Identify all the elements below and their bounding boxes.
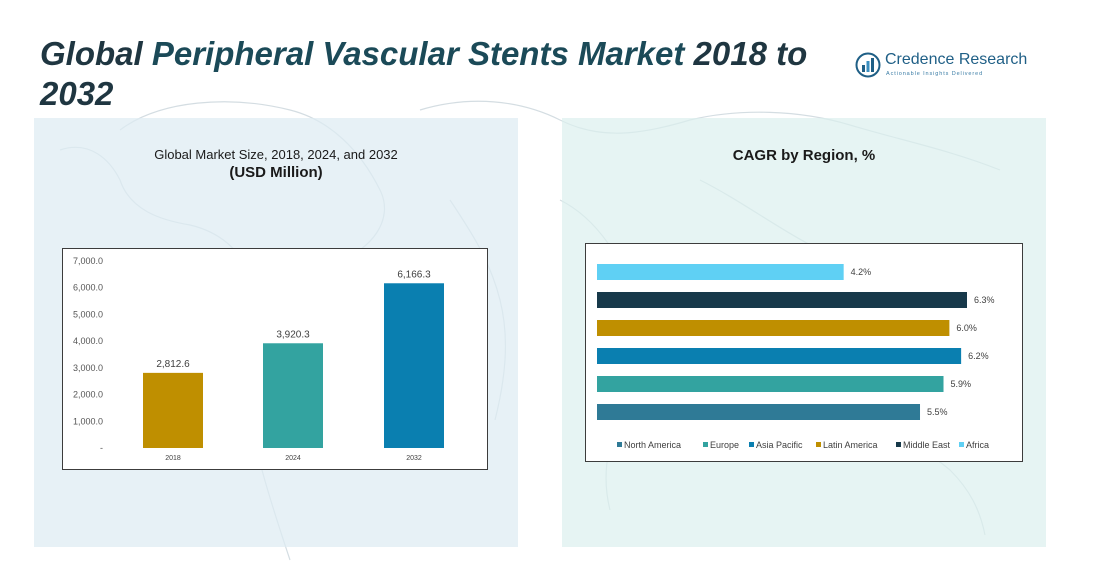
bar-middle-east [597, 292, 967, 308]
bar-europe [597, 376, 944, 392]
bar-value-label: 6.3% [974, 295, 995, 305]
credence-research-logo: Credence Research Actionable Insights De… [855, 50, 1035, 84]
market-size-chart-subtitle: (USD Million) [229, 164, 323, 181]
legend-swatch [703, 442, 708, 447]
legend-swatch [816, 442, 821, 447]
legend-swatch [959, 442, 964, 447]
bar-value-label: 2,812.6 [156, 359, 190, 370]
page-title: Global Peripheral Vascular Stents Market… [40, 34, 860, 114]
legend-swatch [749, 442, 754, 447]
x-tick-label: 2018 [165, 455, 181, 462]
cagr-chart-frame: 4.2% 6.3% 6.0% 6.2% 5.9% 5.5% North America Eur… [585, 243, 1023, 462]
legend-swatch [896, 442, 901, 447]
x-tick-label: 2024 [285, 455, 301, 462]
logo-name: Credence Research [885, 51, 1028, 68]
legend-label: North America [624, 440, 681, 450]
bar-2032 [384, 283, 444, 448]
y-tick-label: 1,000.0 [73, 416, 103, 426]
bar-value-label: 4.2% [851, 267, 872, 277]
bar-north-america [597, 404, 921, 420]
y-tick-label: - [100, 443, 103, 453]
title-part-1: Global [40, 35, 152, 72]
legend-swatch [617, 442, 622, 447]
y-tick-label: 5,000.0 [73, 309, 103, 319]
bar-value-label: 6.2% [968, 351, 989, 361]
bar-value-label: 6.0% [956, 323, 977, 333]
cagr-chart-title: CAGR by Region, % [732, 147, 876, 164]
market-size-chart-frame: - 1,000.0 2,000.0 3,000.0 4,000.0 5,000.0 6,00… [62, 248, 488, 470]
bar-value-label: 3,920.3 [276, 329, 310, 340]
logo-tagline: Actionable Insights Delivered [886, 71, 984, 77]
bar-2018 [143, 372, 203, 448]
y-tick-label: 4,000.0 [73, 336, 103, 346]
legend-label: Middle East [903, 440, 951, 450]
bar-asia-pacific [597, 348, 962, 364]
y-tick-label: 7,000.0 [73, 256, 103, 266]
legend-label: Latin America [823, 440, 878, 450]
y-tick-label: 6,000.0 [73, 283, 103, 293]
market-size-chart-title: Global Market Size, 2018, 2024, and 2032 [154, 147, 398, 162]
bar-2024 [263, 343, 323, 448]
cagr-horizontal-bar-chart: 4.2% 6.3% 6.0% 6.2% 5.9% 5.5% North America Eur… [597, 264, 995, 450]
x-tick-label: 2032 [406, 455, 422, 462]
bar-latin-america [597, 320, 950, 336]
legend-label: Europe [710, 440, 739, 450]
y-tick-label: 2,000.0 [73, 390, 103, 400]
y-tick-label: 3,000.0 [73, 363, 103, 373]
logo-mark-icon [855, 52, 881, 78]
legend-label: Africa [966, 440, 989, 450]
legend-label: Asia Pacific [756, 440, 803, 450]
bar-africa [597, 264, 844, 280]
bar-value-label: 6,166.3 [397, 269, 431, 280]
bar-value-label: 5.9% [951, 379, 972, 389]
bar-value-label: 5.5% [927, 407, 948, 417]
market-size-bar-chart: - 1,000.0 2,000.0 3,000.0 4,000.0 5,000.0 6,00… [73, 256, 444, 462]
title-part-3: 2018 to 2032 [40, 35, 808, 112]
title-part-2: Peripheral Vascular Stents Market [151, 35, 685, 72]
